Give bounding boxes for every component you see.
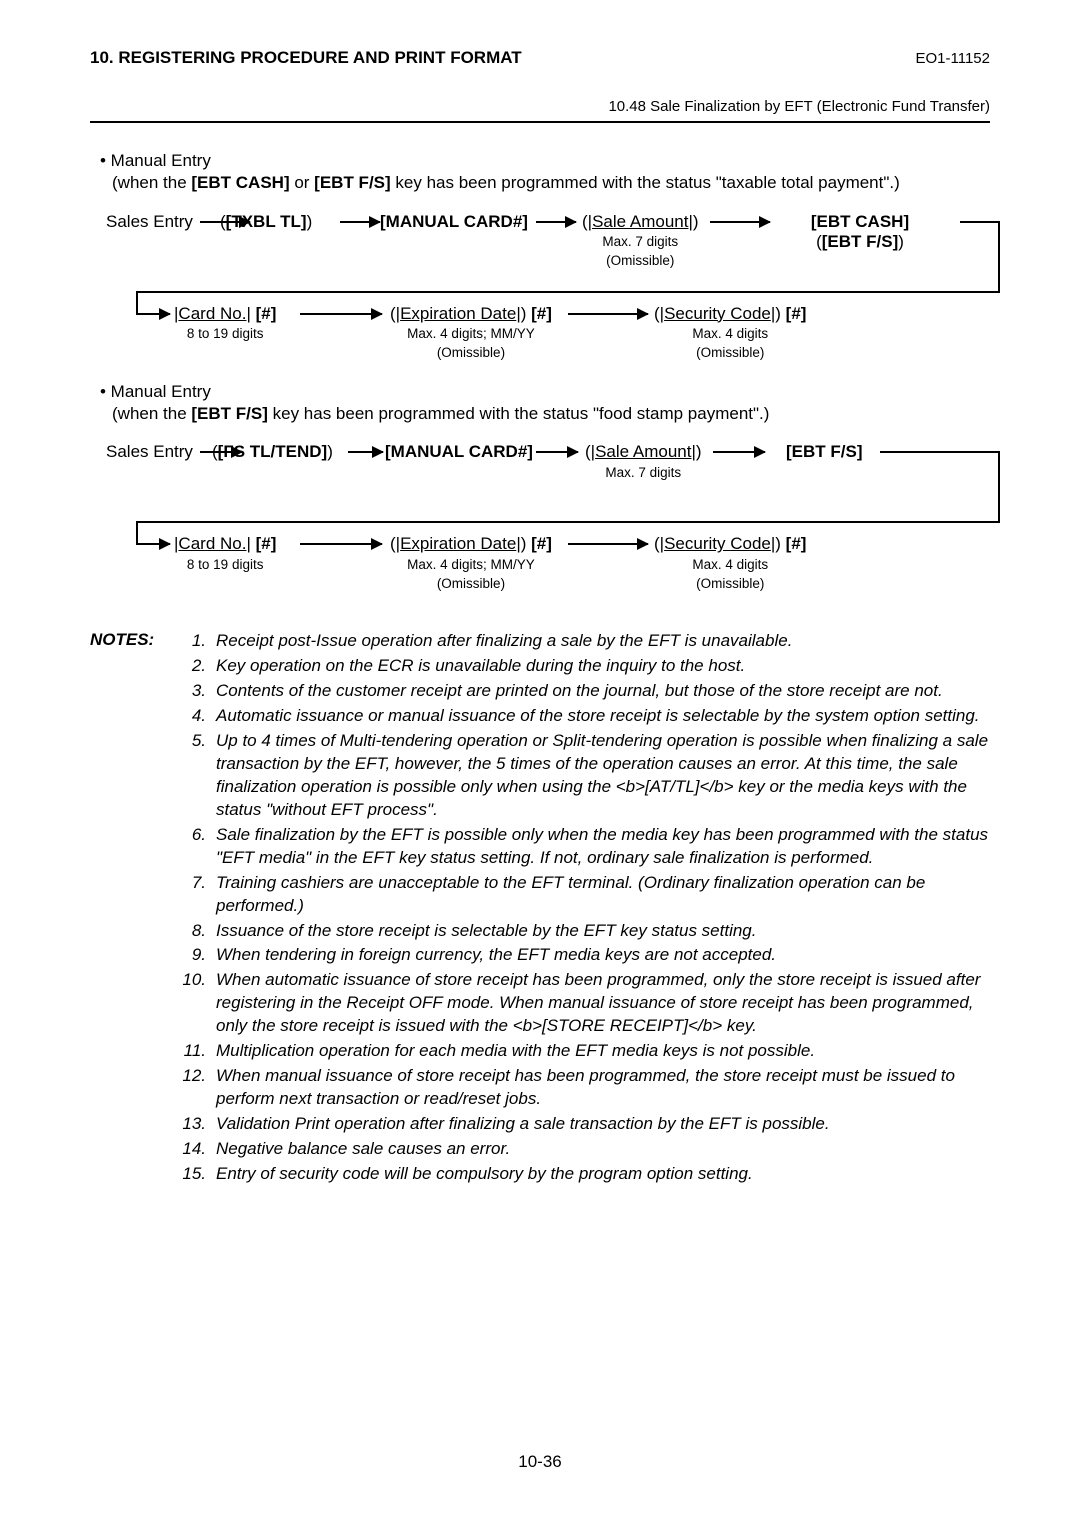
note-row: 8.Issuance of the store receipt is selec… xyxy=(180,920,990,943)
section-subtitle: 10.48 Sale Finalization by EFT (Electron… xyxy=(90,98,990,115)
flow-line xyxy=(136,521,138,545)
flow1-sales-entry: Sales Entry xyxy=(106,212,193,231)
note-text: Sale finalization by the EFT is possible… xyxy=(216,824,990,870)
note-row: 2.Key operation on the ECR is unavailabl… xyxy=(180,655,990,678)
arrow-icon xyxy=(536,221,576,223)
notes-section: NOTES: 1.Receipt post-Issue operation af… xyxy=(90,630,990,1188)
arrow-icon xyxy=(300,313,382,315)
note-text: Multiplication operation for each media … xyxy=(216,1040,990,1063)
note-text: When tendering in foreign currency, the … xyxy=(216,944,990,967)
note-number: 9. xyxy=(180,944,216,967)
flow-line xyxy=(136,291,1000,293)
flow1-sec-code: (|Security Code|) [#] Max. 4 digits (Omi… xyxy=(654,304,806,362)
note-row: 11.Multiplication operation for each med… xyxy=(180,1040,990,1063)
arrow-icon xyxy=(136,313,170,315)
note-text: Negative balance sale causes an error. xyxy=(216,1138,990,1161)
flow-line xyxy=(998,451,1000,521)
arrow-icon xyxy=(340,221,380,223)
chapter-title: 10. REGISTERING PROCEDURE AND PRINT FORM… xyxy=(90,48,522,68)
note-row: 14.Negative balance sale causes an error… xyxy=(180,1138,990,1161)
note-text: Training cashiers are unacceptable to th… xyxy=(216,872,990,918)
note-row: 12.When manual issuance of store receipt… xyxy=(180,1065,990,1111)
note-number: 4. xyxy=(180,705,216,728)
note-row: 10.When automatic issuance of store rece… xyxy=(180,969,990,1038)
note-number: 8. xyxy=(180,920,216,943)
doc-id: EO1-11152 xyxy=(916,50,991,67)
note-row: 4.Automatic issuance or manual issuance … xyxy=(180,705,990,728)
note-number: 10. xyxy=(180,969,216,1038)
note-row: 7.Training cashiers are unacceptable to … xyxy=(180,872,990,918)
note-number: 1. xyxy=(180,630,216,653)
flow2-card-no: |Card No.| [#] 8 to 19 digits xyxy=(174,534,276,573)
flow-line xyxy=(136,291,138,315)
note-row: 3.Contents of the customer receipt are p… xyxy=(180,680,990,703)
flow2-sales-entry: Sales Entry xyxy=(106,442,193,461)
page-number: 10-36 xyxy=(0,1452,1080,1472)
arrow-icon xyxy=(300,543,382,545)
arrow-icon xyxy=(200,451,242,453)
flow2-sec-code: (|Security Code|) [#] Max. 4 digits (Omi… xyxy=(654,534,806,592)
flow-line xyxy=(998,221,1000,291)
note-number: 12. xyxy=(180,1065,216,1111)
arrow-icon xyxy=(710,221,770,223)
flow-line xyxy=(880,451,1000,453)
section1-title: • Manual Entry xyxy=(100,151,990,171)
notes-list: 1.Receipt post-Issue operation after fin… xyxy=(180,630,990,1188)
notes-label: NOTES: xyxy=(90,630,180,1188)
note-number: 11. xyxy=(180,1040,216,1063)
note-text: Receipt post-Issue operation after final… xyxy=(216,630,990,653)
flow1-manual-card: [MANUAL CARD#] xyxy=(380,212,528,231)
flow-line xyxy=(136,521,1000,523)
flow2-ebt-fs: [EBT F/S] xyxy=(786,442,863,461)
note-number: 5. xyxy=(180,730,216,822)
arrow-icon xyxy=(136,543,170,545)
note-number: 15. xyxy=(180,1163,216,1186)
flow1: Sales Entry ([TXBL TL]) [MANUAL CARD#] (… xyxy=(90,212,990,382)
note-text: Entry of security code will be compulsor… xyxy=(216,1163,990,1186)
note-row: 9.When tendering in foreign currency, th… xyxy=(180,944,990,967)
note-number: 3. xyxy=(180,680,216,703)
section2-title: • Manual Entry xyxy=(100,382,990,402)
note-text: When automatic issuance of store receipt… xyxy=(216,969,990,1038)
page: 10. REGISTERING PROCEDURE AND PRINT FORM… xyxy=(0,0,1080,1188)
section1-desc: (when the [EBT CASH] or [EBT F/S] key ha… xyxy=(112,171,990,196)
flow2-exp-date: (|Expiration Date|) [#] Max. 4 digits; M… xyxy=(390,534,552,592)
arrow-icon xyxy=(713,451,765,453)
header-row: 10. REGISTERING PROCEDURE AND PRINT FORM… xyxy=(90,48,990,68)
section2-desc: (when the [EBT F/S] key has been program… xyxy=(112,402,990,427)
arrow-icon xyxy=(200,221,250,223)
flow2-manual-card: [MANUAL CARD#] xyxy=(385,442,533,461)
note-row: 6.Sale finalization by the EFT is possib… xyxy=(180,824,990,870)
note-text: Contents of the customer receipt are pri… xyxy=(216,680,990,703)
flow1-card-no: |Card No.| [#] 8 to 19 digits xyxy=(174,304,276,343)
note-text: Validation Print operation after finaliz… xyxy=(216,1113,990,1136)
note-number: 7. xyxy=(180,872,216,918)
flow2: Sales Entry ([FS TL/TEND]) [MANUAL CARD#… xyxy=(90,442,990,612)
flow1-ebt-cash: [EBT CASH] ([EBT F/S]) xyxy=(760,212,960,253)
arrow-icon xyxy=(348,451,383,453)
note-number: 13. xyxy=(180,1113,216,1136)
note-number: 14. xyxy=(180,1138,216,1161)
note-row: 5.Up to 4 times of Multi-tendering opera… xyxy=(180,730,990,822)
arrow-icon xyxy=(568,313,648,315)
flow-line xyxy=(960,221,1000,223)
note-text: Automatic issuance or manual issuance of… xyxy=(216,705,990,728)
note-text: When manual issuance of store receipt ha… xyxy=(216,1065,990,1111)
note-number: 2. xyxy=(180,655,216,678)
note-text: Key operation on the ECR is unavailable … xyxy=(216,655,990,678)
note-row: 13.Validation Print operation after fina… xyxy=(180,1113,990,1136)
note-number: 6. xyxy=(180,824,216,870)
note-row: 15.Entry of security code will be compul… xyxy=(180,1163,990,1186)
note-text: Issuance of the store receipt is selecta… xyxy=(216,920,990,943)
note-text: Up to 4 times of Multi-tendering operati… xyxy=(216,730,990,822)
flow1-sale-amount: (|Sale Amount|) Max. 7 digits (Omissible… xyxy=(582,212,699,270)
flow2-sale-amount: (|Sale Amount|) Max. 7 digits xyxy=(585,442,702,481)
note-row: 1.Receipt post-Issue operation after fin… xyxy=(180,630,990,653)
arrow-icon xyxy=(536,451,578,453)
flow1-exp-date: (|Expiration Date|) [#] Max. 4 digits; M… xyxy=(390,304,552,362)
arrow-icon xyxy=(568,543,648,545)
